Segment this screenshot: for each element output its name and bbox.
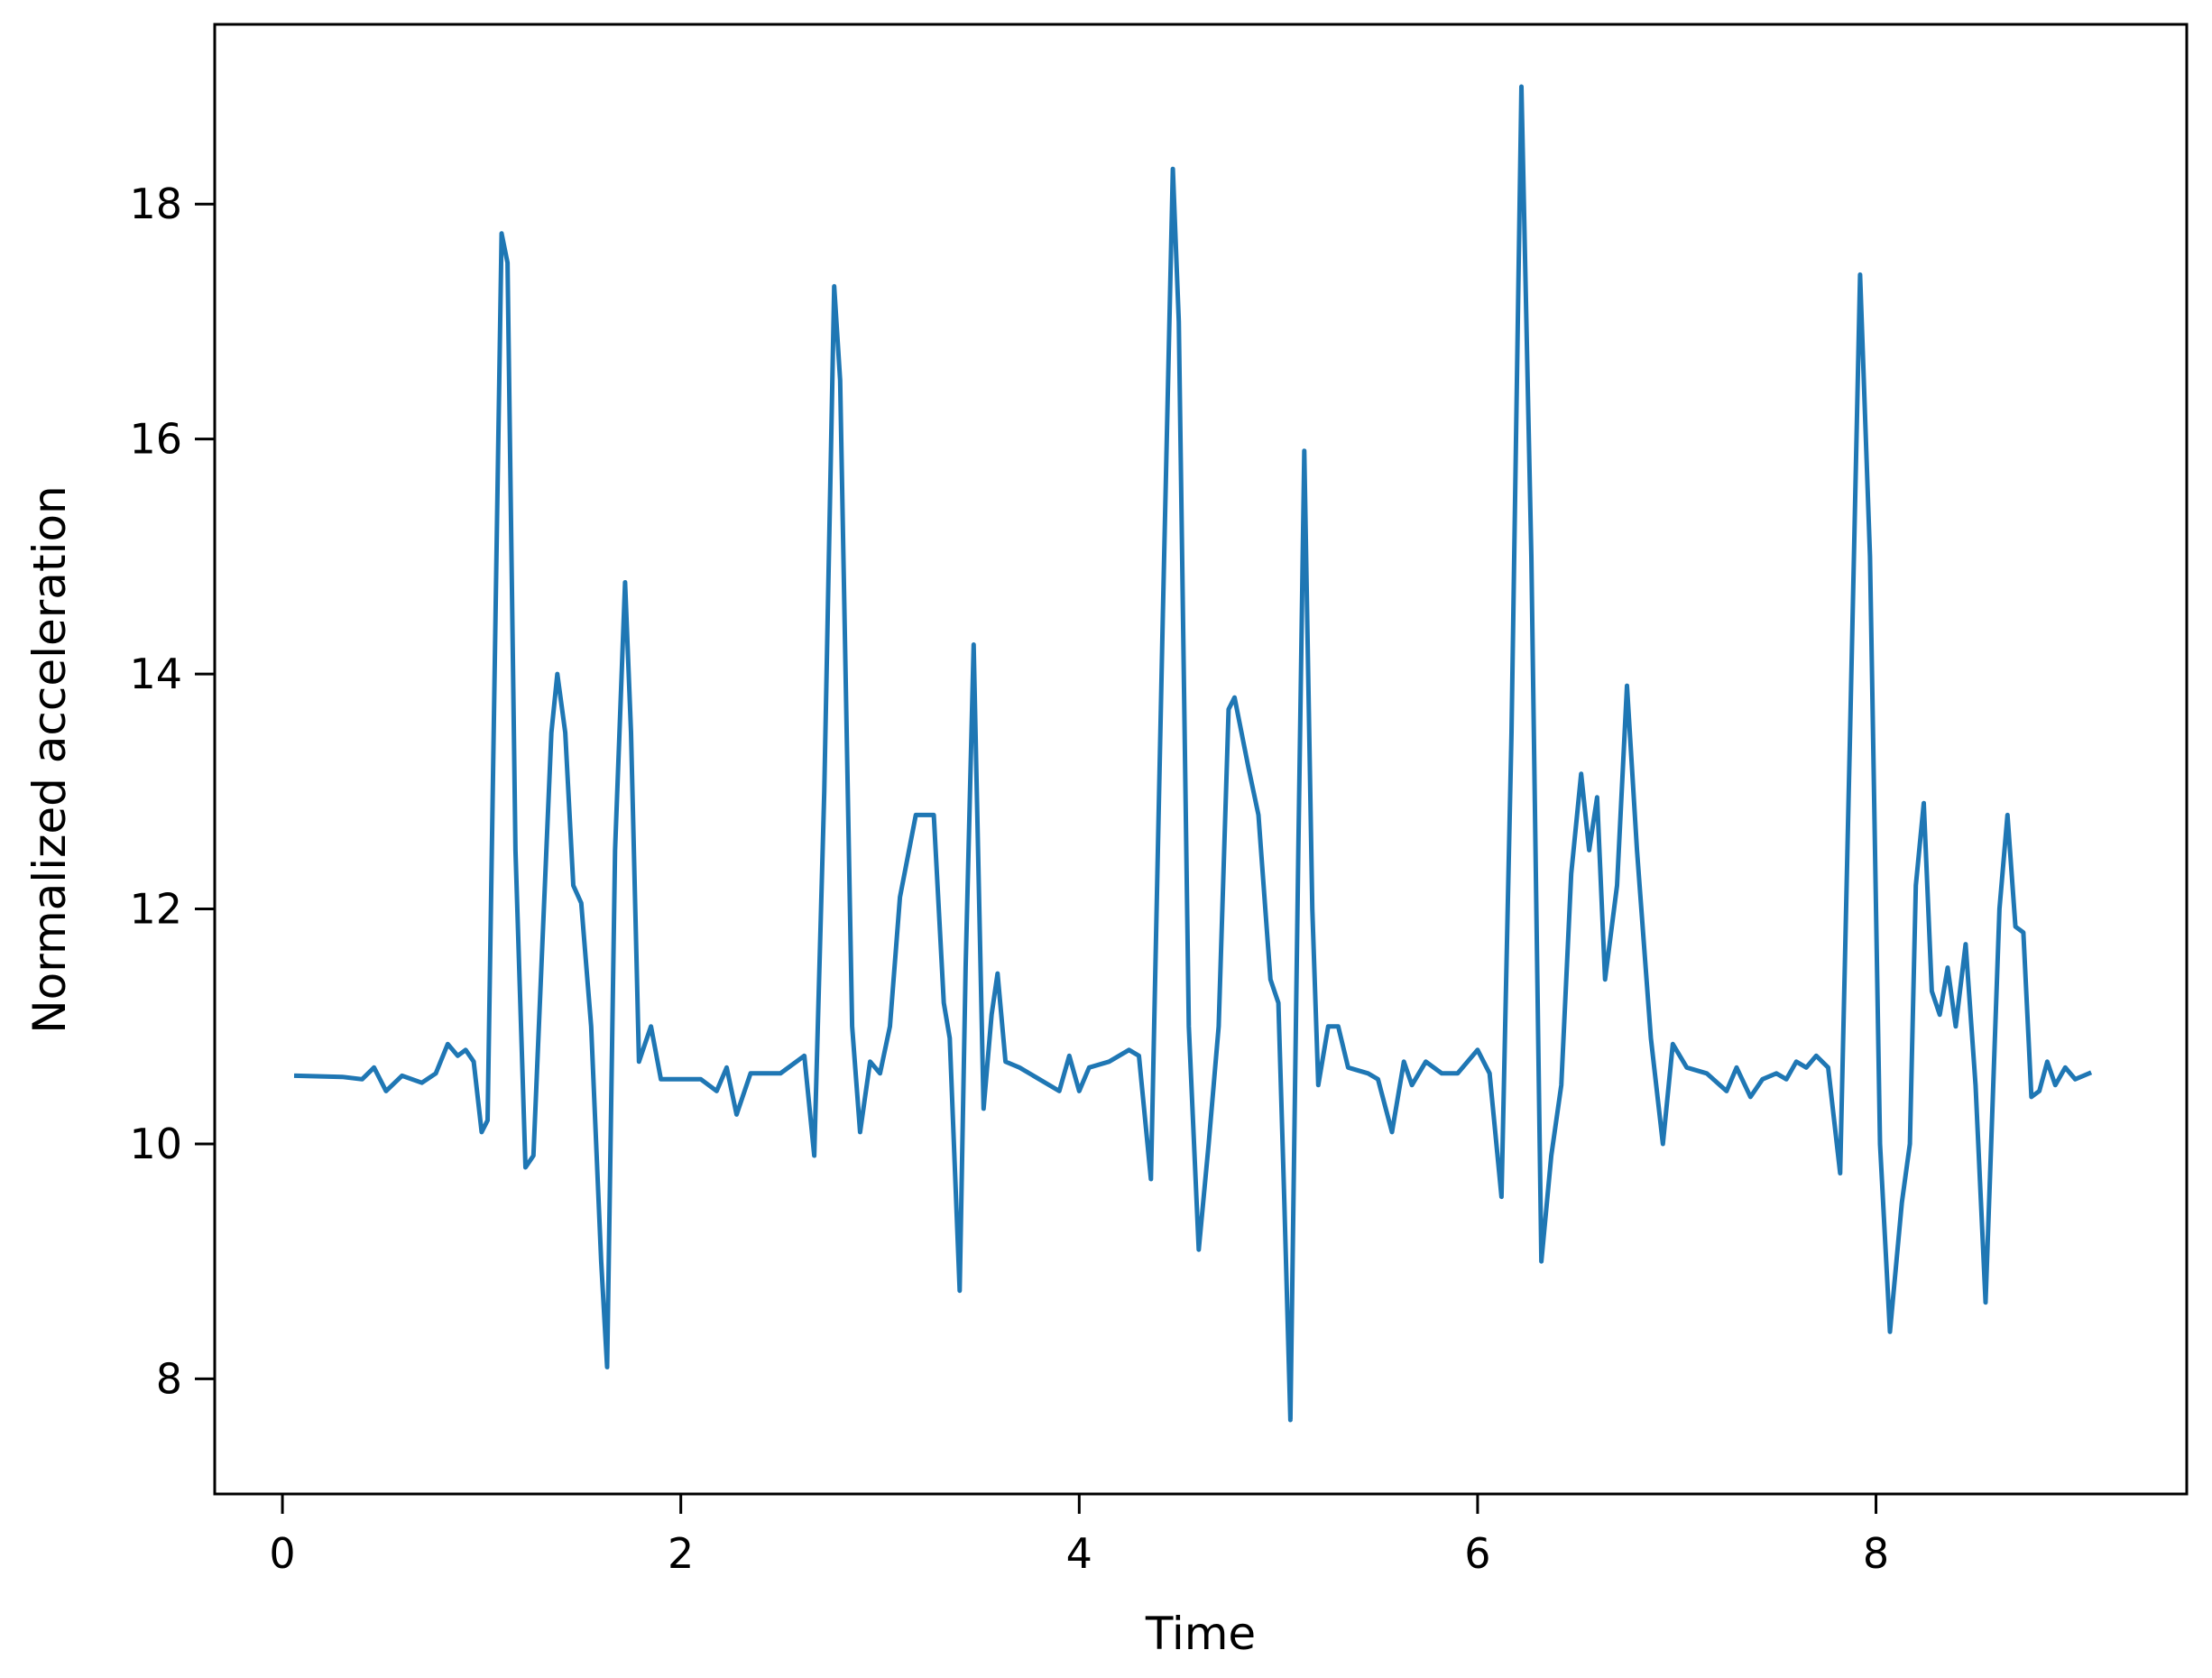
x-tick-label: 4: [1066, 1529, 1092, 1578]
x-tick-label: 6: [1464, 1529, 1490, 1578]
y-axis-label: Normalized acceleration: [23, 485, 76, 1033]
x-tick-label: 2: [668, 1529, 694, 1578]
x-axis-ticks: 0 2 4 6 8: [269, 1494, 1889, 1578]
x-tick-label: 8: [1863, 1529, 1889, 1578]
axes-frame: [213, 23, 2189, 1496]
y-tick-label: 16: [129, 415, 182, 464]
y-tick-label: 8: [156, 1354, 182, 1403]
y-tick-label: 18: [129, 180, 182, 228]
x-tick-label: 0: [269, 1529, 295, 1578]
acceleration-series-line: [293, 84, 2093, 1423]
x-axis-label: Time: [1145, 1608, 1256, 1660]
axes-background: [215, 24, 2187, 1494]
plot-area: [213, 23, 2189, 1496]
y-axis-ticks: 8 10 12 14 16 18: [129, 180, 215, 1403]
y-tick-label: 10: [129, 1120, 182, 1168]
y-tick-label: 14: [129, 650, 182, 698]
y-tick-label: 12: [129, 885, 182, 934]
